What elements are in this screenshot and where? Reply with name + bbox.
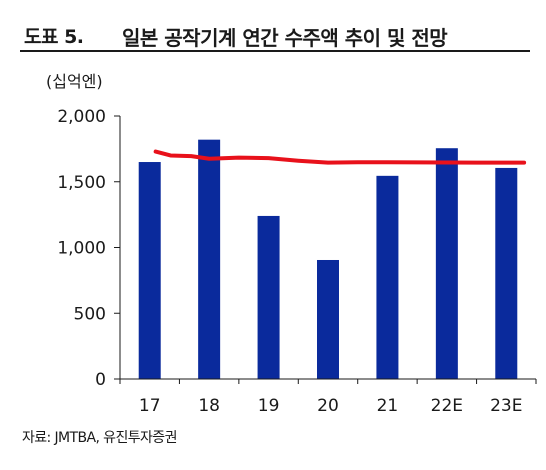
y-tick-label: 0: [95, 370, 106, 390]
bar: [495, 167, 518, 379]
bar: [138, 162, 161, 379]
y-axis-unit-label: (십억엔): [46, 72, 103, 91]
header-divider: [20, 50, 530, 52]
y-tick-label: 1,000: [57, 239, 106, 259]
x-tick-label: 21: [377, 396, 399, 416]
source-note: 자료: JMTBA, 유진투자증권: [22, 430, 177, 446]
bar: [257, 215, 280, 379]
x-tick-label: 17: [139, 396, 161, 416]
bar: [435, 148, 458, 379]
bar: [198, 139, 221, 379]
trend-line: [153, 149, 527, 165]
y-tick-label: 500: [74, 304, 106, 324]
bar: [317, 259, 339, 379]
bar-chart: 0 500 1,000 1,500 2,000 17 18 19 20 21 22E 23E: [57, 107, 537, 416]
x-tick-label: 23E: [490, 396, 522, 416]
y-tick-label: 1,500: [57, 173, 106, 193]
figure-label: 도표 5.: [24, 26, 84, 48]
y-tick-label: 2,000: [57, 107, 106, 127]
x-tick-label: 18: [198, 396, 220, 416]
header: 도표 5. 일본 공작기계 연간 수주액 추이 및 전망: [0, 0, 546, 56]
x-tick-label: 22E: [431, 396, 463, 416]
bar: [376, 175, 399, 379]
chart-title: 일본 공작기계 연간 수주액 추이 및 전망: [122, 26, 448, 50]
x-tick-label: 20: [317, 396, 339, 416]
x-tick-label: 19: [258, 396, 280, 416]
